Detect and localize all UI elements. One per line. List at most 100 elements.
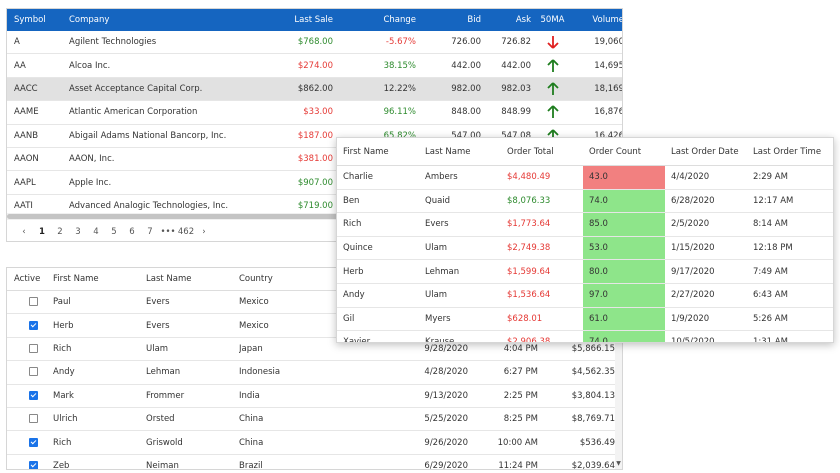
- orders-grid: First Name Last Name Order Total Order C…: [336, 137, 834, 343]
- volume-cell: 14,695: [574, 53, 622, 78]
- order-count-cell: 43.0: [583, 165, 665, 190]
- person-row[interactable]: Zeb Neiman Brazil 6/29/2020 11:24 PM $2,039.6…: [7, 454, 617, 469]
- column-header-ask[interactable]: Ask: [515, 15, 531, 25]
- column-header-last-name[interactable]: Last Name: [419, 138, 501, 166]
- ask-cell: 726.82: [481, 31, 531, 55]
- symbol-cell: AANB: [7, 124, 62, 148]
- scroll-down-icon[interactable]: ▼: [616, 460, 621, 467]
- page-1[interactable]: 1: [39, 227, 45, 237]
- last-name-cell: Myers: [419, 307, 501, 332]
- last-sale-cell: $381.00: [232, 147, 333, 172]
- checkbox-icon[interactable]: [29, 297, 38, 307]
- checkbox-icon[interactable]: [29, 367, 38, 377]
- person-row[interactable]: Andy Lehman Indonesia 4/28/2020 6:27 PM $4,56…: [7, 360, 617, 385]
- stock-row[interactable]: A Agilent Technologies $768.00 -5.67% 726.00…: [7, 31, 622, 55]
- last-name-cell: Neiman: [146, 454, 239, 469]
- checkbox-icon[interactable]: [29, 343, 38, 353]
- page-last[interactable]: 462: [177, 227, 195, 237]
- column-header-symbol[interactable]: Symbol: [14, 15, 46, 25]
- last-order-time-cell: 5:26 AM: [747, 307, 833, 332]
- arrow-up-icon: [546, 105, 559, 119]
- ma50-cell: [531, 31, 574, 55]
- column-header-company[interactable]: Company: [69, 15, 110, 25]
- order-row[interactable]: Xavier Krause $2,906.38 74.0 10/5/2020 1:31 A…: [337, 330, 833, 342]
- first-name-cell: Andy: [53, 360, 146, 385]
- time-cell: 10:00 AM: [474, 430, 544, 455]
- order-row[interactable]: Herb Lehman $1,599.64 80.0 9/17/2020 7:49 AM: [337, 259, 833, 284]
- page-2[interactable]: 2: [57, 227, 63, 237]
- country-cell: India: [239, 384, 379, 408]
- order-row[interactable]: Charlie Ambers $4,480.49 43.0 4/4/2020 2:29 A…: [337, 165, 833, 190]
- page-3[interactable]: 3: [75, 227, 81, 237]
- amount-cell: $536.49: [544, 430, 617, 455]
- time-cell: 8:25 PM: [474, 407, 544, 432]
- stock-row[interactable]: AAME Atlantic American Corporation $33.00 9…: [7, 100, 622, 125]
- person-row[interactable]: Rich Griswold China 9/26/2020 10:00 AM $536.4…: [7, 430, 617, 455]
- checkbox-icon[interactable]: [29, 414, 38, 424]
- column-header-change[interactable]: Change: [383, 15, 416, 25]
- prev-page-icon[interactable]: ‹: [22, 227, 26, 237]
- page-5[interactable]: 5: [111, 227, 117, 237]
- last-order-date-cell: 2/27/2020: [665, 283, 747, 308]
- next-page-icon[interactable]: ›: [202, 227, 206, 237]
- order-row[interactable]: Andy Ulam $1,536.64 97.0 2/27/2020 6:43 AM: [337, 283, 833, 308]
- bid-cell: 982.00: [416, 77, 481, 102]
- order-row[interactable]: Rich Evers $1,773.64 85.0 2/5/2020 8:14 AM: [337, 212, 833, 237]
- date-cell: 9/26/2020: [379, 430, 474, 455]
- order-row[interactable]: Ben Quaid $8,076.33 74.0 6/28/2020 12:17 AM: [337, 189, 833, 214]
- page-7[interactable]: 7: [147, 227, 153, 237]
- horizontal-scrollbar[interactable]: [7, 213, 622, 220]
- checkbox-icon[interactable]: [29, 390, 38, 400]
- column-header-volume[interactable]: Volume: [592, 15, 623, 25]
- stock-row[interactable]: AA Alcoa Inc. $274.00 38.15% 442.00 442.00 14,…: [7, 53, 622, 78]
- company-cell: Abigail Adams National Bancorp, Inc.: [62, 124, 232, 148]
- country-cell: China: [239, 407, 379, 432]
- last-order-time-cell: 1:31 AM: [747, 330, 833, 342]
- order-row[interactable]: Quince Ulam $2,749.38 53.0 1/15/2020 12:18 PM: [337, 236, 833, 261]
- amount-cell: $4,562.35: [544, 360, 617, 385]
- order-total-cell: $1,599.64: [501, 259, 583, 284]
- column-header-first-name[interactable]: First Name: [53, 268, 146, 291]
- column-header-order-total[interactable]: Order Total: [501, 138, 583, 166]
- column-header-bid[interactable]: Bid: [467, 15, 481, 25]
- last-name-cell: Evers: [146, 313, 239, 338]
- checkbox-icon[interactable]: [29, 460, 38, 469]
- symbol-cell: AAME: [7, 100, 62, 125]
- column-header-last-order-date[interactable]: Last Order Date: [665, 138, 747, 166]
- last-name-cell: Orsted: [146, 407, 239, 432]
- scrollbar-thumb[interactable]: [7, 214, 567, 219]
- bid-cell: 848.00: [416, 100, 481, 125]
- column-header-last-order-time[interactable]: Last Order Time: [747, 138, 833, 166]
- change-cell: -5.67%: [333, 31, 416, 55]
- first-name-cell: Herb: [53, 313, 146, 338]
- last-order-date-cell: 10/5/2020: [665, 330, 747, 342]
- checkbox-icon[interactable]: [29, 320, 38, 330]
- amount-cell: $5,866.15: [544, 337, 617, 362]
- stock-row[interactable]: AACC Asset Acceptance Capital Corp. $862.0…: [7, 77, 622, 102]
- person-row[interactable]: Ulrich Orsted China 5/25/2020 8:25 PM $8,769.…: [7, 407, 617, 432]
- column-header-active[interactable]: Active: [7, 268, 53, 291]
- page-ellipsis[interactable]: •••: [160, 227, 176, 237]
- last-name-cell: Evers: [419, 212, 501, 237]
- last-name-cell: Ulam: [146, 337, 239, 362]
- column-header-50ma[interactable]: 50MA: [540, 15, 565, 25]
- order-row[interactable]: Gil Myers $628.01 61.0 1/9/2020 5:26 AM: [337, 307, 833, 332]
- column-header-last-name[interactable]: Last Name: [146, 268, 239, 291]
- person-row[interactable]: Rich Ulam Japan 9/28/2020 4:04 PM $5,866.15: [7, 337, 617, 362]
- order-total-cell: $2,749.38: [501, 236, 583, 261]
- column-header-order-count[interactable]: Order Count: [583, 138, 665, 166]
- first-name-cell: Mark: [53, 384, 146, 408]
- person-row[interactable]: Mark Frommer India 9/13/2020 2:25 PM $3,804.1…: [7, 384, 617, 408]
- last-name-cell: Ulam: [419, 236, 501, 261]
- page-4[interactable]: 4: [93, 227, 99, 237]
- last-name-cell: Lehman: [419, 259, 501, 284]
- page-6[interactable]: 6: [129, 227, 135, 237]
- orders-grid-body: Charlie Ambers $4,480.49 43.0 4/4/2020 2:29 A…: [337, 165, 833, 342]
- vertical-scrollbar[interactable]: [615, 290, 622, 469]
- column-header-last-sale[interactable]: Last Sale: [294, 15, 333, 25]
- company-cell: Alcoa Inc.: [62, 53, 232, 78]
- column-header-first-name[interactable]: First Name: [337, 138, 419, 166]
- last-name-cell: Ambers: [419, 165, 501, 190]
- checkbox-icon[interactable]: [29, 437, 38, 447]
- order-count-cell: 85.0: [583, 212, 665, 237]
